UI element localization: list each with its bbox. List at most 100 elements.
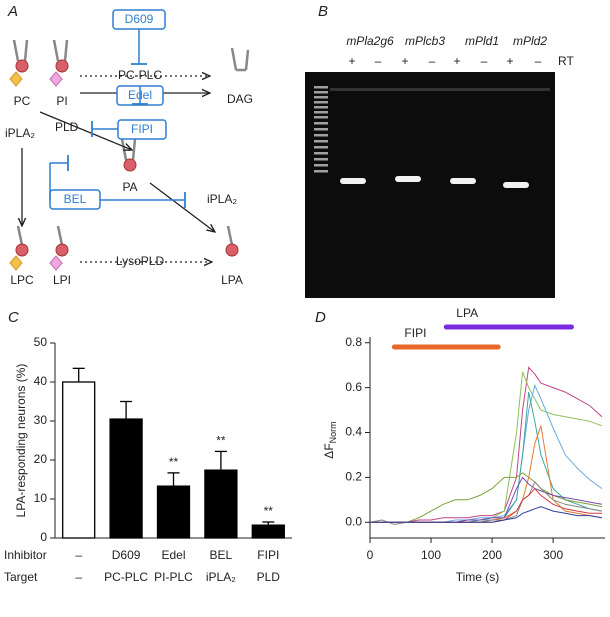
connector xyxy=(16,225,24,246)
x-axis-label: Time (s) xyxy=(456,570,500,584)
trace xyxy=(370,472,602,523)
gene-label: mPlcb3 xyxy=(405,34,445,48)
bar xyxy=(156,485,191,539)
ladder-band xyxy=(314,116,328,119)
inhibitor-label: FIPI xyxy=(131,122,153,136)
y-tick-label: 0 xyxy=(40,530,47,544)
enzyme-label: PC-PLC xyxy=(118,68,162,82)
ladder-band xyxy=(314,158,328,161)
lane-label: + xyxy=(506,54,513,68)
y-tick-label: 20 xyxy=(34,452,48,466)
headgroup xyxy=(49,255,63,271)
connector xyxy=(120,138,128,161)
ladder-band xyxy=(314,86,328,89)
row-label: Inhibitor xyxy=(4,548,47,562)
lane-label: + xyxy=(453,54,460,68)
y-tick-label: 0.0 xyxy=(345,514,362,528)
x-tick-label: BEL xyxy=(210,548,233,562)
inhibitor-label: BEL xyxy=(64,192,87,206)
x-tick-label: – xyxy=(75,548,82,562)
connector xyxy=(230,47,238,71)
row-label: Target xyxy=(4,570,38,584)
ladder-band xyxy=(314,106,328,109)
x-tick-label: iPLA₂ xyxy=(206,570,236,584)
inhibitor-label: D609 xyxy=(125,12,154,26)
ladder-band xyxy=(314,146,328,149)
connector xyxy=(131,138,137,161)
ladder-band xyxy=(314,164,328,167)
connector xyxy=(63,39,69,62)
enzyme-label: iPLA₂ xyxy=(5,126,35,140)
x-tick-label: 100 xyxy=(421,548,441,562)
y-tick-label: 40 xyxy=(34,374,48,388)
lipid-label: LPC xyxy=(10,273,34,287)
y-tick-label: 30 xyxy=(34,413,48,427)
lipid-head xyxy=(15,243,29,257)
y-axis-label: LPA-responding neurons (%) xyxy=(14,364,28,518)
enzyme-label: PLD xyxy=(55,120,79,134)
gene-label: mPla2g6 xyxy=(346,34,394,48)
ladder-band xyxy=(314,91,328,94)
panel-label: D xyxy=(315,309,326,326)
x-tick-label: – xyxy=(75,570,82,584)
trace xyxy=(370,506,602,523)
ladder-band xyxy=(314,134,328,137)
lipid-label: PC xyxy=(14,94,31,108)
lipid-label: DAG xyxy=(227,92,253,106)
connector xyxy=(23,39,29,62)
y-axis-label: ΔFNorm xyxy=(322,421,338,458)
lipid-label: LPI xyxy=(53,273,71,287)
x-tick-label: 200 xyxy=(482,548,502,562)
ladder-band xyxy=(314,122,328,125)
gene-label: mPld1 xyxy=(465,34,499,48)
lipid-label: PA xyxy=(122,180,137,194)
x-tick-label: PC-PLC xyxy=(104,570,148,584)
lipid-head xyxy=(225,243,239,257)
bar xyxy=(204,469,238,539)
panel-label: A xyxy=(7,3,18,20)
y-tick-label: 0.8 xyxy=(345,335,362,349)
ladder-band xyxy=(314,96,328,99)
lane-label: – xyxy=(375,54,382,68)
significance: ** xyxy=(216,434,226,448)
panel-label: C xyxy=(8,309,19,326)
significance: ** xyxy=(169,455,179,469)
lane-label: – xyxy=(535,54,542,68)
lipid-label: PI xyxy=(56,94,67,108)
lane-label: – xyxy=(481,54,488,68)
connector xyxy=(149,182,215,232)
lane-label: + xyxy=(348,54,355,68)
ladder-band xyxy=(314,152,328,155)
headgroup xyxy=(49,71,63,87)
interval-label: LPA xyxy=(456,306,478,320)
connector xyxy=(52,39,60,62)
significance: ** xyxy=(264,504,274,518)
y-tick-label: 50 xyxy=(34,335,48,349)
x-tick-label: 300 xyxy=(543,548,563,562)
y-tick-label: 0.2 xyxy=(345,470,362,484)
gene-label: mPld2 xyxy=(513,34,547,48)
enzyme-label: iPLA₂ xyxy=(207,192,237,206)
enzyme-label: LysoPLD xyxy=(116,254,165,268)
bar xyxy=(109,418,143,539)
lipid-head xyxy=(15,59,29,73)
lipid-head xyxy=(55,59,69,73)
y-axis-label-sub: Norm xyxy=(328,421,338,443)
connector xyxy=(226,225,234,246)
connector xyxy=(39,111,132,150)
ladder-band xyxy=(314,170,328,173)
x-tick-label: PI-PLC xyxy=(154,570,193,584)
gel-band xyxy=(340,178,366,184)
headgroup xyxy=(9,255,23,271)
trace xyxy=(370,487,602,523)
y-tick-label: 0.6 xyxy=(345,380,362,394)
ladder-band xyxy=(314,140,328,143)
ladder-band xyxy=(314,111,328,114)
panel-label: B xyxy=(318,3,328,20)
trace xyxy=(370,425,602,523)
bar xyxy=(62,381,96,539)
well-row xyxy=(330,88,550,91)
connector xyxy=(56,225,64,246)
trace xyxy=(370,383,603,523)
